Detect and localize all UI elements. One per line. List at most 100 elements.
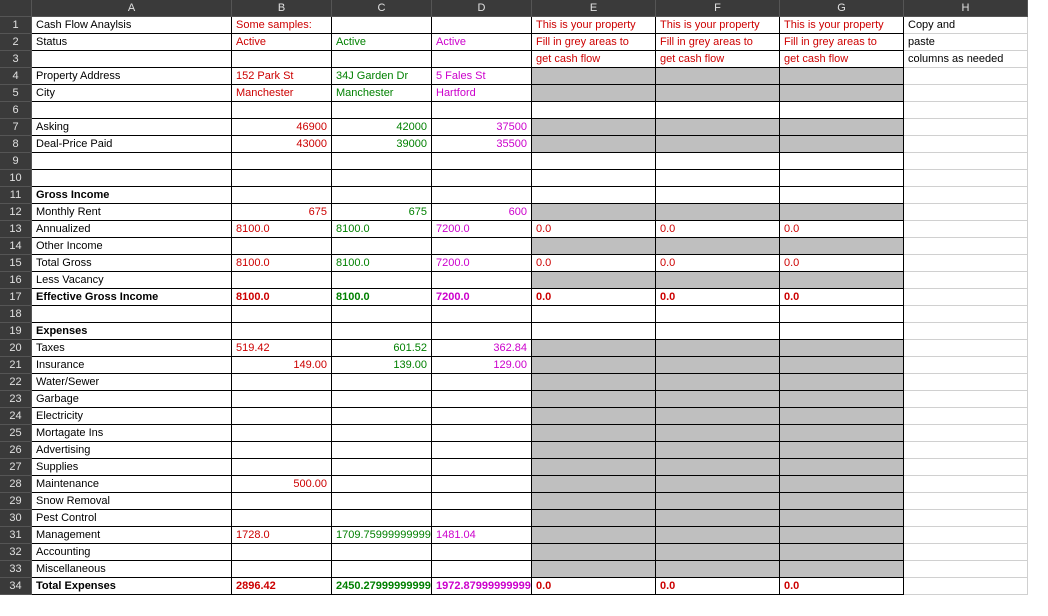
- cell[interactable]: [656, 476, 780, 493]
- cell[interactable]: [904, 289, 1028, 306]
- cell[interactable]: 129.00: [432, 357, 532, 374]
- cell[interactable]: [332, 306, 432, 323]
- cell[interactable]: Management: [32, 527, 232, 544]
- cell[interactable]: [780, 357, 904, 374]
- cell[interactable]: Deal-Price Paid: [32, 136, 232, 153]
- cell[interactable]: Supplies: [32, 459, 232, 476]
- cell[interactable]: [532, 153, 656, 170]
- cell[interactable]: 39000: [332, 136, 432, 153]
- cell[interactable]: [532, 544, 656, 561]
- cell[interactable]: [32, 102, 232, 119]
- cell[interactable]: [780, 85, 904, 102]
- cell[interactable]: [332, 459, 432, 476]
- cell[interactable]: [904, 238, 1028, 255]
- cell[interactable]: Active: [232, 34, 332, 51]
- cell[interactable]: Mortagate Ins: [32, 425, 232, 442]
- cell[interactable]: [656, 119, 780, 136]
- cell[interactable]: [232, 187, 332, 204]
- cell[interactable]: Accounting: [32, 544, 232, 561]
- row-header[interactable]: 14: [0, 238, 32, 255]
- cell[interactable]: 1972.879999999999: [432, 578, 532, 595]
- cell[interactable]: 500.00: [232, 476, 332, 493]
- cell[interactable]: [780, 391, 904, 408]
- cell[interactable]: 7200.0: [432, 221, 532, 238]
- cell[interactable]: [656, 561, 780, 578]
- row-header[interactable]: 33: [0, 561, 32, 578]
- cell[interactable]: 0.0: [780, 221, 904, 238]
- cell[interactable]: [904, 255, 1028, 272]
- cell[interactable]: [904, 476, 1028, 493]
- spreadsheet-grid[interactable]: A B C D E F G H 1 Cash Flow Anaylsis Som…: [0, 0, 1048, 595]
- cell[interactable]: [232, 323, 332, 340]
- cell[interactable]: 0.0: [532, 255, 656, 272]
- row-header[interactable]: 23: [0, 391, 32, 408]
- cell[interactable]: [656, 544, 780, 561]
- row-header[interactable]: 18: [0, 306, 32, 323]
- cell[interactable]: 0.0: [656, 578, 780, 595]
- cell[interactable]: Fill in grey areas to: [656, 34, 780, 51]
- cell[interactable]: 8100.0: [232, 221, 332, 238]
- cell[interactable]: [232, 561, 332, 578]
- cell[interactable]: [332, 51, 432, 68]
- cell[interactable]: [532, 323, 656, 340]
- cell[interactable]: columns as needed: [904, 51, 1028, 68]
- cell[interactable]: 34J Garden Dr: [332, 68, 432, 85]
- cell[interactable]: [532, 187, 656, 204]
- cell[interactable]: [904, 493, 1028, 510]
- col-header[interactable]: A: [32, 0, 232, 17]
- cell[interactable]: [656, 408, 780, 425]
- row-header[interactable]: 34: [0, 578, 32, 595]
- cell[interactable]: [332, 476, 432, 493]
- cell[interactable]: [656, 374, 780, 391]
- cell[interactable]: [232, 544, 332, 561]
- cell[interactable]: [432, 544, 532, 561]
- cell[interactable]: [904, 170, 1028, 187]
- cell[interactable]: [656, 459, 780, 476]
- cell[interactable]: [432, 102, 532, 119]
- row-header[interactable]: 28: [0, 476, 32, 493]
- cell[interactable]: Annualized: [32, 221, 232, 238]
- cell[interactable]: 37500: [432, 119, 532, 136]
- cell[interactable]: [432, 170, 532, 187]
- cell[interactable]: Less Vacancy: [32, 272, 232, 289]
- col-header[interactable]: B: [232, 0, 332, 17]
- cell[interactable]: [332, 425, 432, 442]
- cell[interactable]: [904, 442, 1028, 459]
- cell[interactable]: Electricity: [32, 408, 232, 425]
- cell[interactable]: [780, 204, 904, 221]
- cell[interactable]: 139.00: [332, 357, 432, 374]
- cell[interactable]: [432, 153, 532, 170]
- cell[interactable]: [780, 374, 904, 391]
- cell[interactable]: [904, 306, 1028, 323]
- row-header[interactable]: 17: [0, 289, 32, 306]
- cell[interactable]: Water/Sewer: [32, 374, 232, 391]
- cell[interactable]: [232, 408, 332, 425]
- cell[interactable]: [904, 374, 1028, 391]
- cell[interactable]: [656, 493, 780, 510]
- cell[interactable]: [532, 136, 656, 153]
- row-header[interactable]: 24: [0, 408, 32, 425]
- cell[interactable]: [656, 510, 780, 527]
- cell[interactable]: [656, 85, 780, 102]
- row-header[interactable]: 20: [0, 340, 32, 357]
- cell[interactable]: [532, 459, 656, 476]
- row-header[interactable]: 7: [0, 119, 32, 136]
- cell[interactable]: [32, 51, 232, 68]
- cell[interactable]: [532, 102, 656, 119]
- cell[interactable]: [780, 425, 904, 442]
- cell[interactable]: [432, 187, 532, 204]
- cell[interactable]: 600: [432, 204, 532, 221]
- cell[interactable]: 0.0: [656, 255, 780, 272]
- cell[interactable]: [532, 85, 656, 102]
- row-header[interactable]: 3: [0, 51, 32, 68]
- cell[interactable]: [332, 323, 432, 340]
- cell[interactable]: [232, 238, 332, 255]
- cell[interactable]: [656, 187, 780, 204]
- cell[interactable]: [532, 408, 656, 425]
- cell[interactable]: [780, 153, 904, 170]
- cell[interactable]: [904, 357, 1028, 374]
- cell[interactable]: [432, 391, 532, 408]
- cell[interactable]: [780, 187, 904, 204]
- cell[interactable]: Advertising: [32, 442, 232, 459]
- cell[interactable]: [904, 68, 1028, 85]
